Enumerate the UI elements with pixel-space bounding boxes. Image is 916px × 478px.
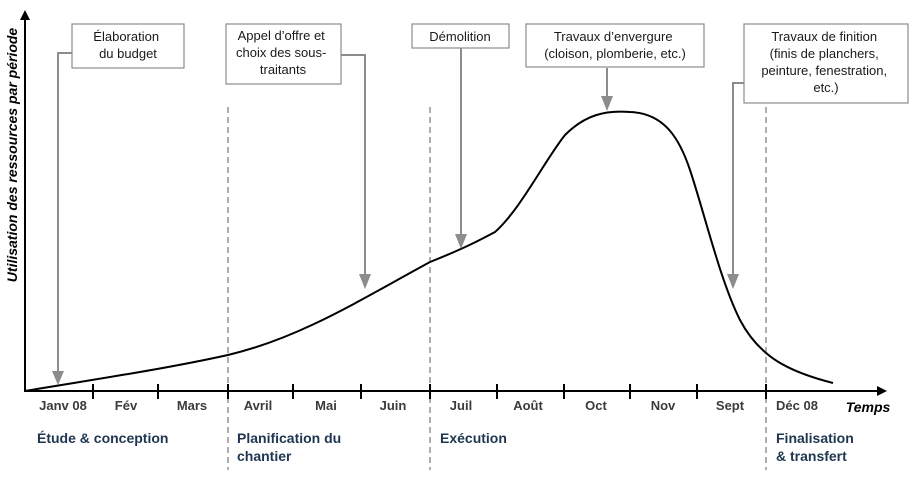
annotation-box [71,23,185,69]
phase-label-closure: Finalisation & transfert [776,430,858,464]
month-label: Fév [115,398,138,413]
arrow-head-finishing [727,274,739,289]
annotation-line: Appel d’offre et [238,28,326,43]
x-axis-title: Temps [846,399,891,415]
annotation-box [525,23,705,68]
annotation-tender: Appel d’offre et choix des sous- traitan… [225,23,342,85]
resource-curve [24,110,834,392]
month-label: Déc 08 [776,398,818,413]
annotation-arrows [52,46,744,385]
month-label: Mai [315,398,337,413]
month-label: Mars [177,398,207,413]
phase-label-planning: Planification du chantier [237,430,345,464]
phase-label-study: Étude & conception [37,430,168,446]
svg-text:Démolition: Démolition [429,29,490,44]
annotation-major-works: Travaux d’envergure (cloison, plomberie,… [525,23,705,68]
annotation-finishing: Travaux de finition (finis de planchers,… [743,23,909,104]
annotation-line: (finis de planchers, [770,46,879,61]
annotation-line: Travaux de finition [771,29,877,44]
month-label: Août [513,398,543,413]
annotation-line: Travaux d’envergure [554,29,673,44]
svg-text:Appel d’offre et choix d: Appel d’offre et choix des sous- traitan… [236,28,330,77]
svg-text:Élaboration du budget: Élaboration du budget [93,29,162,61]
month-label: Sept [716,398,745,413]
arrow-head-budget [52,371,64,385]
month-label: Janv 08 [39,398,87,413]
phase-labels: Étude & conception Planification du chan… [37,430,858,464]
phase-label-execution: Exécution [440,430,507,446]
arrow-budget [57,52,72,373]
annotation-line: Démolition [429,29,490,44]
annotation-line: choix des sous- [236,45,326,60]
annotation-budget: Élaboration du budget [71,23,185,69]
annotation-box [743,23,909,104]
svg-text:Travaux d’envergure (clo: Travaux d’envergure (cloison, plomberie,… [544,29,686,61]
month-label: Avril [244,398,272,413]
month-label: Nov [651,398,676,413]
month-label: Juil [450,398,472,413]
annotation-line: peinture, fenestration, [761,63,887,78]
annotation-demolition: Démolition [411,23,510,49]
arrow-head-major-works [601,96,613,111]
arrow-head-demolition [455,234,467,249]
svg-text:Travaux de finition (fin: Travaux de finition (finis de planchers,… [761,29,890,95]
month-ticks [92,384,767,399]
annotation-box [411,23,510,49]
annotation-line: traitants [260,62,307,77]
arrow-finishing [732,82,744,276]
annotation-line: (cloison, plomberie, etc.) [544,46,686,61]
annotation-box [225,23,342,85]
arrow-tender [340,54,366,276]
annotation-line: du budget [99,46,157,61]
arrow-head-tender [359,274,371,289]
month-labels: Janv 08 Fév Mars Avril Mai Juin Juil Aoû… [39,398,818,413]
annotation-line: Élaboration [93,29,159,44]
month-label: Juin [380,398,407,413]
annotation-line: etc.) [813,80,838,95]
y-axis-title: Utilisation des ressources par période [4,28,20,283]
month-label: Oct [585,398,607,413]
